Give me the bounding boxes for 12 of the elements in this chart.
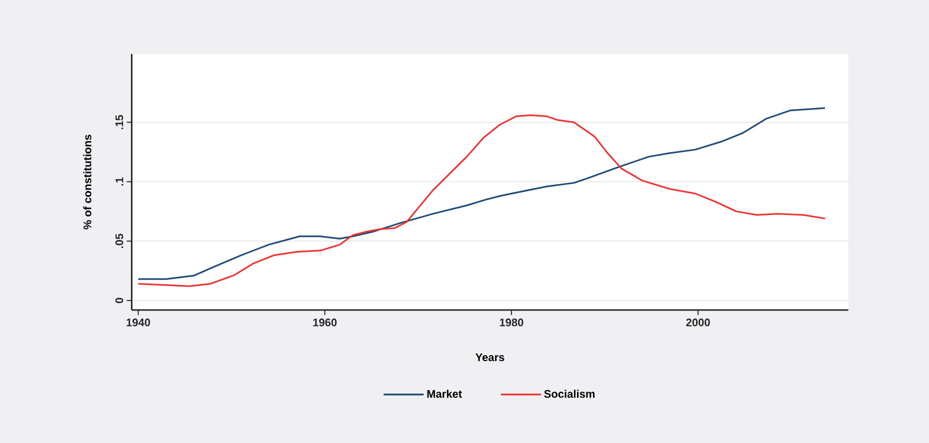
y-tick-label: .15 xyxy=(116,114,124,130)
legend-label: Market xyxy=(427,390,462,398)
x-axis-title: Years xyxy=(476,354,504,362)
y-tick-label: 0 xyxy=(115,298,124,304)
x-tick-label: 1980 xyxy=(500,318,524,326)
x-tick-label: 2000 xyxy=(686,318,710,326)
y-tick-label: .1 xyxy=(116,177,124,186)
y-tick-label: .05 xyxy=(115,234,124,248)
x-tick-label: 1940 xyxy=(126,318,150,326)
y-axis-title: % of constitutions xyxy=(83,134,92,230)
legend-label: Socialism xyxy=(544,390,595,398)
x-tick-label: 1960 xyxy=(313,318,337,326)
